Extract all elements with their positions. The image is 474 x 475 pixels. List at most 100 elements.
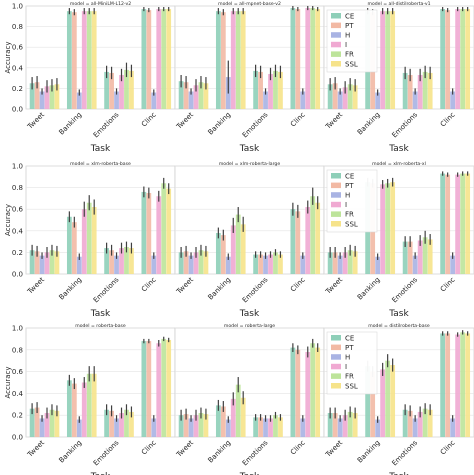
bar-pt-tweet <box>34 82 40 109</box>
bar-h-banking <box>225 419 231 437</box>
bar-pt-banking <box>71 12 77 109</box>
bar-i-banking <box>230 11 236 109</box>
y-tick-label: 0.8 <box>12 23 23 31</box>
bar-pt-banking <box>220 406 226 437</box>
bar-fr-banking <box>86 11 92 109</box>
x-axis-title: Task <box>388 309 409 319</box>
bar-i-clinc <box>455 174 461 274</box>
bar-fr-clinc <box>460 332 466 437</box>
x-tick-label: Tweet <box>25 276 46 297</box>
bar-pt-emotions <box>109 72 114 109</box>
bar-pt-tweet <box>332 83 338 109</box>
bar-ssl-clinc <box>166 9 172 110</box>
bar-h-banking <box>375 256 381 274</box>
y-tick-label: 0.8 <box>12 184 23 192</box>
bar-h-clinc <box>151 92 157 109</box>
bar-ssl-banking <box>240 11 246 109</box>
bar-pt-clinc <box>295 211 301 274</box>
bar-ssl-emotions <box>278 417 283 437</box>
x-tick-label: Emotions <box>92 276 121 305</box>
bar-i-emotions <box>417 240 423 274</box>
bar-fr-banking <box>385 360 391 437</box>
bar-fr-emotions <box>124 247 129 274</box>
panel-title: model = roberta-large <box>224 323 275 329</box>
bar-i-banking <box>230 398 236 437</box>
bar-h-emotions <box>114 91 119 109</box>
bar-fr-emotions <box>273 70 278 109</box>
y-tick-label: 0.6 <box>12 368 24 376</box>
x-tick-label: Emotions <box>390 276 419 305</box>
bar-pt-banking <box>370 371 376 437</box>
bar-fr-tweet <box>347 84 353 109</box>
bar-ce-emotions <box>104 71 109 109</box>
legend-swatch <box>331 383 341 389</box>
bar-pt-banking <box>220 235 226 274</box>
bar-ce-banking <box>215 232 221 274</box>
bar-i-emotions <box>268 254 273 274</box>
legend-swatch <box>331 344 341 351</box>
bar-ce-emotions <box>253 417 258 437</box>
y-axis-label: Accuracy <box>4 204 12 236</box>
bar-ce-clinc <box>440 333 446 437</box>
legend-label-i: I <box>345 201 347 209</box>
bar-pt-emotions <box>109 250 114 274</box>
bar-i-banking <box>380 369 386 437</box>
bar-pt-clinc <box>295 349 301 437</box>
bar-h-tweet <box>188 91 194 109</box>
bar-i-tweet <box>193 85 199 109</box>
legend-swatch <box>331 182 341 189</box>
legend-swatch <box>331 22 341 29</box>
bar-ssl-tweet <box>352 85 358 109</box>
y-tick-label: 0.4 <box>12 64 24 72</box>
x-tick-label: Banking <box>58 276 84 302</box>
bar-i-banking <box>230 225 236 274</box>
bar-pt-emotions <box>407 75 413 109</box>
bar-fr-banking <box>385 183 391 274</box>
panel-title: model = all-MiniLM-L12-v2 <box>70 1 131 7</box>
bar-ce-emotions <box>104 409 109 437</box>
panel-title: model = all-distilroberta-v1 <box>367 1 430 7</box>
bar-h-clinc <box>151 418 157 437</box>
panel-title: model = xlm-roberta-base <box>70 161 131 167</box>
bar-h-banking <box>76 92 82 109</box>
bar-i-clinc <box>455 334 461 437</box>
bar-fr-banking <box>86 373 92 437</box>
x-tick-label: Tweet <box>174 276 195 297</box>
bar-h-clinc <box>300 418 306 437</box>
bar-fr-tweet <box>49 85 55 109</box>
bar-pt-emotions <box>407 410 413 437</box>
legend-swatch <box>331 13 341 19</box>
bar-ce-banking <box>215 11 221 109</box>
bar-h-tweet <box>39 91 45 109</box>
bar-h-banking <box>76 419 82 437</box>
bar-ce-tweet <box>178 252 184 274</box>
bar-ssl-banking <box>240 397 246 437</box>
y-tick-label: 0.2 <box>12 412 23 420</box>
bar-ssl-emotions <box>129 411 134 437</box>
bar-fr-emotions <box>422 71 428 109</box>
bar-i-tweet <box>193 252 199 274</box>
x-tick-label: Clinc <box>439 111 457 129</box>
x-tick-label: Banking <box>58 111 84 137</box>
bar-h-tweet <box>39 418 45 437</box>
x-tick-label: Tweet <box>324 111 345 132</box>
bar-i-tweet <box>342 252 348 274</box>
bar-pt-tweet <box>34 251 40 274</box>
bar-pt-emotions <box>109 410 114 437</box>
bar-h-banking <box>76 256 82 274</box>
x-tick-label: Banking <box>207 276 233 302</box>
bar-h-banking <box>375 419 381 437</box>
panel-title: model = xlm-roberta-xl <box>372 161 426 167</box>
bar-ce-banking <box>66 380 72 437</box>
bar-h-banking <box>375 92 381 109</box>
x-axis-title: Task <box>90 472 111 475</box>
bar-h-clinc <box>450 418 456 437</box>
bar-fr-banking <box>235 11 241 109</box>
bar-ssl-banking <box>390 182 396 274</box>
legend-label-h: H <box>345 354 350 362</box>
x-tick-label: Tweet <box>174 439 195 460</box>
panel-title: model = distilroberta-base <box>368 323 430 329</box>
bar-fr-clinc <box>161 338 167 437</box>
bar-ce-tweet <box>29 83 35 109</box>
bar-i-tweet <box>44 413 50 437</box>
